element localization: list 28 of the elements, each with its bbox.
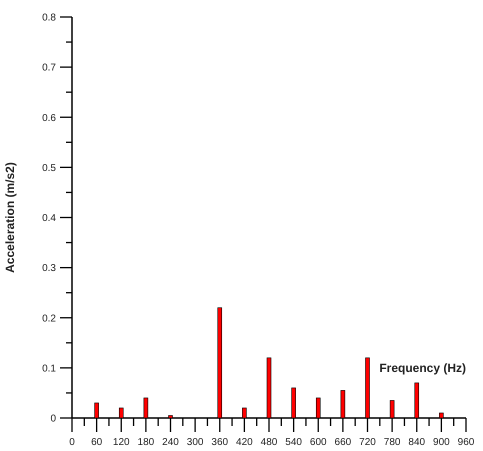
x-tick-label: 540 [285,437,302,448]
x-tick-label: 300 [186,437,204,448]
y-tick-label: 0.3 [42,263,56,274]
x-tick-label: 600 [310,437,328,448]
x-tick-label: 0 [69,437,76,448]
x-axis-title: Frequency (Hz) [379,361,466,376]
x-tick-label: 420 [236,437,254,448]
y-tick-label: 0 [50,414,56,424]
y-tick-label: 0.2 [42,313,56,324]
x-tick-label: 900 [433,437,450,448]
y-tick-label: 0.4 [42,213,56,224]
x-tick-label: 60 [91,437,103,448]
x-tick-label: 840 [408,437,426,448]
y-tick-label: 0.1 [42,363,56,374]
x-tick-label: 960 [458,437,475,448]
y-tick-label: 0.8 [42,12,56,24]
x-tick-label: 180 [138,437,155,448]
x-tick-label: 120 [112,437,130,448]
x-tick-label: 660 [334,437,352,448]
y-tick-label: 0.5 [42,162,56,174]
x-tick-label: 360 [211,437,229,448]
y-tick-label: 0.7 [42,62,56,74]
x-tick-label: 720 [359,437,376,448]
y-tick-label: 0.6 [42,112,56,124]
x-tick-label: 240 [162,437,180,448]
x-tick-label: 780 [384,437,401,448]
y-axis-title: Acceleration (m/s2) [3,162,17,273]
x-tick-label: 480 [260,437,278,448]
